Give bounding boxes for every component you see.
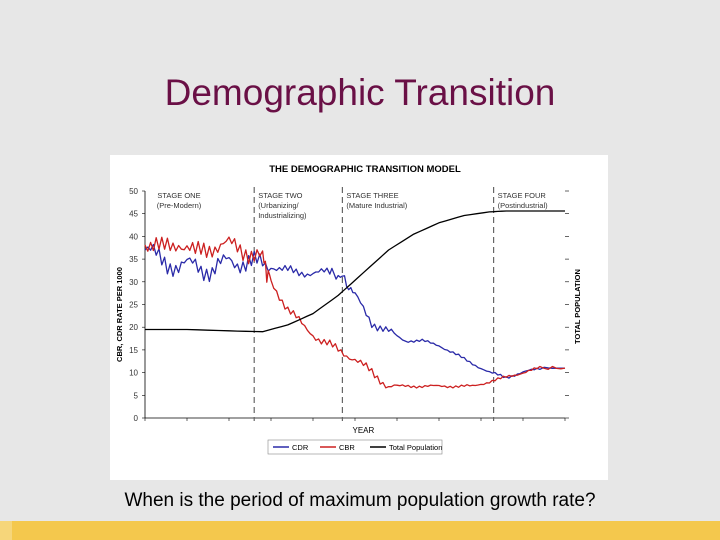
legend-box bbox=[267, 439, 443, 455]
bottom-bar-corner bbox=[0, 521, 12, 540]
stage-sublabel: (Postindustrial) bbox=[498, 201, 549, 210]
chart-svg: THE DEMOGRAPHIC TRANSITION MODEL 0 5 10 15 20… bbox=[115, 164, 582, 455]
stage-label: STAGE THREE bbox=[346, 191, 398, 200]
legend-label: Total Population bbox=[389, 443, 442, 452]
y-axis-label-right: TOTAL POPULATION bbox=[573, 269, 582, 344]
y-tick-label: 25 bbox=[129, 301, 138, 310]
stage-sublabel: (Mature Industrial) bbox=[346, 201, 407, 210]
x-axis-label: YEAR bbox=[353, 426, 375, 435]
page-title: Demographic Transition bbox=[164, 72, 556, 113]
stage-sublabel: (Urbanizing/ bbox=[258, 201, 299, 210]
y-tick-label: 40 bbox=[129, 232, 138, 241]
series-line-cdr bbox=[144, 243, 565, 379]
bottom-accent-bar bbox=[0, 521, 720, 540]
y-tick-label: 0 bbox=[134, 414, 139, 423]
y-tick-label: 15 bbox=[129, 346, 138, 355]
stage-label: STAGE FOUR bbox=[498, 191, 547, 200]
y-tick-label: 30 bbox=[129, 278, 138, 287]
y-tick-label: 5 bbox=[134, 391, 139, 400]
y-tick-label: 50 bbox=[129, 187, 138, 196]
stage-sublabel: Industrializing) bbox=[258, 211, 307, 220]
chart-figure: THE DEMOGRAPHIC TRANSITION MODEL 0 5 10 15 20… bbox=[110, 155, 608, 480]
stage-label: STAGE ONE bbox=[157, 191, 200, 200]
y-tick-label: 20 bbox=[129, 323, 138, 332]
stage-label: STAGE TWO bbox=[258, 191, 302, 200]
legend-label: CBR bbox=[339, 443, 355, 452]
y-tick-label: 35 bbox=[129, 255, 138, 264]
series-line-total-population bbox=[145, 210, 565, 333]
y-tick-label: 10 bbox=[129, 369, 138, 378]
stage-sublabel: (Pre-Modern) bbox=[157, 201, 202, 210]
chart-title: THE DEMOGRAPHIC TRANSITION MODEL bbox=[269, 164, 461, 175]
y-tick-label: 45 bbox=[129, 210, 138, 219]
series-line-cbr bbox=[144, 236, 566, 389]
legend-label: CDR bbox=[292, 443, 309, 452]
question-text: When is the period of maximum population… bbox=[124, 490, 596, 511]
y-axis-label-left: CBR, CDR RATE PER 1000 bbox=[115, 267, 124, 362]
